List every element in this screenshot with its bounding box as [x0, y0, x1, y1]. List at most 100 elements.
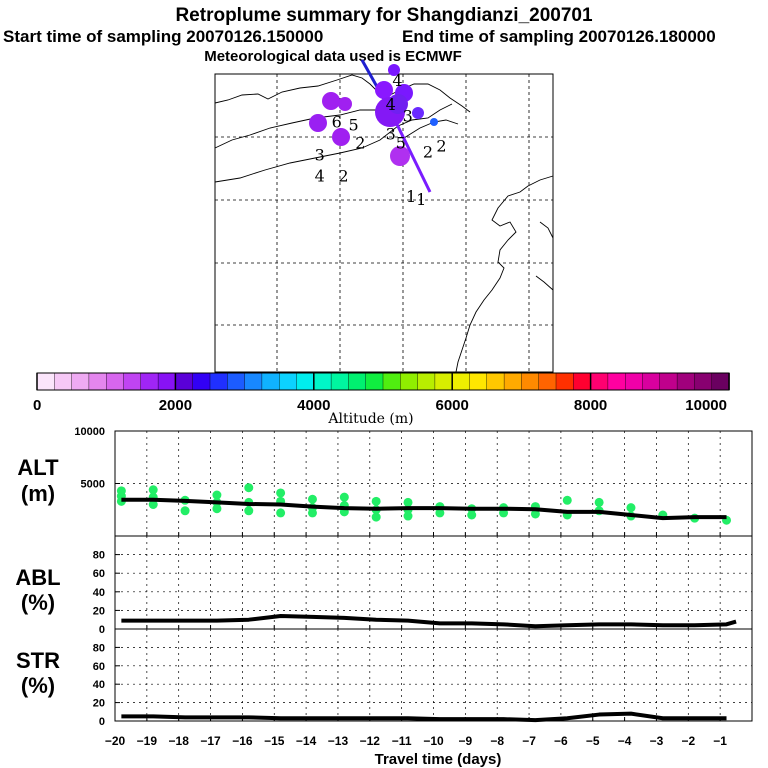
colorbar-cell: [261, 372, 280, 391]
x-tick-label: −2: [681, 734, 695, 748]
map-label: 1: [416, 190, 426, 209]
alt-dot: [244, 506, 254, 516]
str-unit: (%): [21, 673, 55, 698]
colorbar-cell: [348, 372, 367, 391]
map-label: 4: [392, 71, 402, 90]
y-tick-label: 80: [93, 550, 105, 562]
colorbar-cell: [382, 372, 401, 391]
colorbar-cells: [36, 372, 730, 391]
colorbar-cell: [157, 372, 177, 391]
map-gridlines: [215, 74, 553, 372]
abl-gridlines: [114, 536, 752, 630]
alt-dot: [244, 483, 254, 493]
alt-gridlines: [114, 430, 752, 536]
alt-dot: [435, 508, 445, 518]
str-y-ticks: 0 20 40 60 80: [93, 642, 120, 728]
colorbar-cell: [88, 372, 107, 391]
y-tick-label: 40: [93, 679, 105, 691]
abl-line: [121, 613, 737, 629]
alt-y-ticks: 5000 10000: [74, 426, 120, 491]
str-panel: STR (%) 0 20 40 60 80: [16, 628, 753, 728]
x-tick-label: −4: [618, 734, 632, 748]
alt-unit: (m): [21, 481, 55, 506]
map-label: 3: [386, 125, 396, 144]
alt-dot: [307, 494, 317, 504]
colorbar-cell: [486, 372, 505, 391]
colorbar-cell: [330, 372, 350, 391]
alt-dot: [180, 506, 190, 516]
colorbar-cell: [400, 372, 419, 391]
colorbar-cell: [209, 372, 228, 391]
str-gridlines: [114, 629, 752, 722]
colorbar-cell: [607, 372, 626, 391]
colorbar-cell: [555, 372, 574, 391]
x-axis-ticks: −20 −19 −18 −17 −16 −15 −14 −13 −12 −11 −10 −9 −8 −7 −…: [105, 734, 727, 748]
plume-circle: [375, 81, 393, 99]
map-label: 2: [355, 134, 365, 153]
x-tick-label: −20: [105, 734, 126, 748]
colorbar-cell: [538, 372, 557, 391]
y-tick-label: 20: [93, 698, 105, 710]
str-label: STR: [16, 648, 60, 673]
map-label: 4: [315, 166, 325, 185]
plume-circle: [322, 92, 340, 110]
plume-circle: [309, 114, 327, 132]
x-tick-label: −9: [459, 734, 473, 748]
colorbar-cell: [694, 372, 713, 391]
map-label: 6: [332, 113, 342, 132]
alt-dot: [339, 492, 349, 502]
met-data-note: Meteorological data used is ECMWF: [204, 48, 462, 65]
colorbar-cell: [521, 372, 540, 391]
sampling-start: Start time of sampling 20070126.150000: [3, 27, 323, 46]
alt-dot: [116, 486, 126, 496]
alt-dot: [626, 503, 636, 513]
x-tick-label: −12: [360, 734, 381, 748]
colorbar-cell: [503, 372, 523, 391]
alt-mean-line: [121, 497, 727, 521]
colorbar-cell: [417, 372, 436, 391]
map-label: 3: [315, 145, 325, 164]
alt-dot: [148, 485, 158, 495]
x-tick-label: −1: [713, 734, 727, 748]
map-label: 2: [423, 142, 433, 161]
plume-circle: [412, 107, 424, 119]
altitude-colorbar: 0 2000 4000 6000 8000 10000 Altitude (m): [33, 372, 730, 427]
map-label: 1: [406, 187, 416, 206]
x-tick-label: −10: [423, 734, 444, 748]
colorbar-cell: [573, 372, 592, 391]
colorbar-cell: [105, 372, 125, 391]
map-label: 2: [436, 136, 446, 155]
x-tick-label: −8: [490, 734, 504, 748]
y-tick-label: 10000: [74, 426, 105, 438]
colorbar-cell: [659, 372, 678, 391]
alt-dot: [212, 504, 222, 514]
x-tick-label: −13: [328, 734, 349, 748]
colorbar-ticks: 0 2000 4000 6000 8000 10000: [33, 373, 730, 414]
map-label: 3: [403, 107, 413, 126]
map-label: 2: [338, 166, 348, 185]
plume-circle: [338, 97, 352, 111]
colorbar-tick-label: 8000: [574, 397, 607, 414]
x-tick-label: −6: [554, 734, 568, 748]
x-tick-label: −19: [137, 734, 158, 748]
colorbar-cell: [313, 372, 332, 391]
abl-y-ticks: 0 20 40 60 80: [93, 550, 120, 636]
colorbar-cell: [279, 372, 298, 391]
alt-dot: [371, 496, 381, 506]
plume-circle: [430, 118, 438, 126]
sampling-end: End time of sampling 20070126.180000: [402, 27, 716, 46]
figure-title: Retroplume summary for Shangdianzi_20070…: [175, 5, 593, 26]
map-label: 5: [396, 134, 406, 153]
alt-dot: [276, 488, 286, 498]
alt-dot: [562, 495, 572, 505]
colorbar-cell: [590, 372, 609, 391]
colorbar-cell: [123, 372, 142, 391]
colorbar-cell: [36, 372, 55, 391]
alt-dot: [371, 512, 381, 522]
colorbar-cell: [227, 372, 246, 391]
y-tick-label: 0: [99, 716, 105, 728]
alt-dot: [212, 490, 222, 500]
x-tick-label: −3: [650, 734, 664, 748]
alt-dot: [594, 497, 604, 507]
